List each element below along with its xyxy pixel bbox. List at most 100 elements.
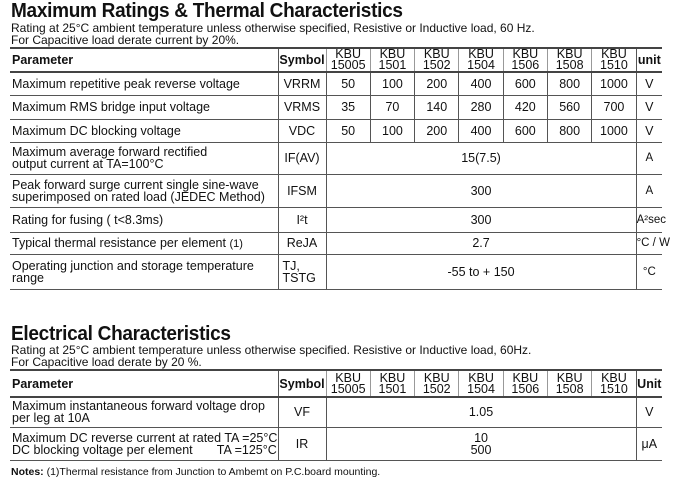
parameter-text: Peak forward surge current single sine-w… (12, 177, 259, 192)
value-cell: 100 (369, 72, 415, 96)
symbol-cell: I²t (277, 207, 326, 233)
header-model: KBU 15005 (325, 47, 371, 73)
unit-text: μA (641, 436, 658, 451)
value-text: 1.05 (468, 405, 494, 420)
unit-text: A (645, 184, 654, 197)
notes-text: (1)Thermal resistance from Junction to A… (43, 466, 381, 478)
electrical-table: Parameter Symbol KBU 15005 KBU 1501 KBU 1502 KBU… (10, 369, 663, 461)
value-text: 100 (382, 123, 403, 138)
model-prefix: KBU (601, 47, 627, 61)
value-cell: 800 (546, 119, 592, 143)
model-prefix: KBU (512, 370, 539, 385)
parameter-cell: Maximum DC reverse current at rated TA =… (10, 427, 278, 461)
table-row: Maximum DC blocking voltage VDC 50 100 200 40… (10, 119, 663, 143)
value-text: 800 (559, 76, 581, 91)
model-number: 1501 (378, 58, 407, 72)
value-text: 1000 (600, 123, 628, 138)
value-text: 100 (382, 76, 403, 91)
table-row: Operating junction and storage temperatu… (10, 254, 663, 290)
value-cell: 300 (325, 207, 637, 233)
header-model: KBU 1504 (458, 47, 504, 73)
electrical-subtitle-1: Rating at 25°C ambient temperature unles… (11, 343, 532, 357)
symbol-text: ReJA (286, 236, 318, 250)
value-text: 10 (474, 430, 488, 445)
unit-text: V (645, 100, 654, 114)
parameter-text-2: output current at TA=100°C (12, 157, 164, 171)
model-number: 1508 (555, 58, 584, 72)
symbol-text: IFSM (287, 183, 317, 198)
value-cell: 600 (502, 119, 548, 143)
model-number: 1508 (555, 381, 584, 396)
value-cell: 200 (414, 72, 459, 96)
model-number: 1502 (422, 58, 451, 72)
value-text: 420 (514, 100, 536, 114)
parameter-cell: Typical thermal resistance per element (… (10, 232, 278, 255)
value-text: 50 (341, 76, 356, 91)
value-cell: 280 (458, 95, 504, 120)
value-text: 700 (603, 100, 625, 114)
model-number: 1510 (600, 58, 628, 72)
symbol-text: VRMS (283, 100, 321, 114)
parameter-text-2: per leg at 10A (12, 411, 90, 426)
model-number: 1501 (378, 381, 407, 396)
header-parameter-cell: Parameter (10, 47, 278, 73)
parameter-text: Maximum instantaneous forward voltage dr… (12, 399, 265, 414)
value-text: 1000 (600, 76, 628, 91)
value-text: 600 (514, 76, 536, 91)
symbol-cell: IFSM (277, 174, 326, 208)
parameter-text: Maximum repetitive peak reverse voltage (12, 76, 240, 91)
max-ratings-subtitle-2: For Capacitive load derate current by 20… (11, 33, 240, 47)
value-cell: 50 (325, 119, 371, 143)
value-cell: 600 (502, 72, 548, 96)
unit-cell: °C (635, 254, 663, 290)
value-cell: 560 (546, 95, 592, 120)
value-text: 300 (470, 183, 492, 198)
header-symbol: Symbol (279, 53, 325, 67)
parameter-text: Typical thermal resistance per element (12, 235, 226, 250)
parameter-text: Maximum DC blocking voltage (12, 123, 181, 138)
symbol-cell: IR (277, 427, 326, 461)
parameter-text: Maximum DC reverse current at rated TA =… (12, 430, 278, 445)
unit-text: V (645, 76, 654, 91)
model-number: 1506 (511, 58, 540, 72)
header-model: KBU 1508 (546, 47, 592, 73)
model-prefix: KBU (468, 47, 494, 61)
value-text: 300 (470, 212, 492, 227)
model-number: 1504 (467, 58, 495, 72)
header-parameter-cell: Parameter (10, 369, 278, 398)
value-cell: 50 (325, 72, 371, 96)
parameter-cell: Maximum repetitive peak reverse voltage (10, 72, 278, 96)
value-cell: 200 (414, 119, 459, 143)
value-text: 400 (470, 76, 492, 91)
unit-text: A (645, 152, 654, 164)
symbol-text: IF(AV) (284, 151, 320, 165)
value-text: 600 (514, 123, 536, 138)
symbol-cell: VF (277, 397, 326, 428)
model-number: 15005 (330, 58, 366, 72)
header-model: KBU 1510 (591, 47, 637, 73)
value-cell: 700 (591, 95, 637, 120)
value-text: 280 (470, 100, 492, 114)
parameter-cell: Maximum instantaneous forward voltage dr… (10, 397, 278, 428)
value-cell: -55 to + 150 (325, 254, 637, 290)
value-text: -55 to + 150 (447, 264, 515, 279)
header-model: KBU 1504 (458, 369, 504, 398)
header-model: KBU 1502 (414, 369, 459, 398)
value-text: 400 (470, 123, 492, 138)
model-prefix: KBU (423, 47, 450, 61)
model-prefix: KBU (468, 370, 494, 385)
symbol-text: I²t (296, 212, 308, 227)
value-text: 800 (559, 123, 581, 138)
max-ratings-subtitle-1: Rating at 25°C ambient temperature unles… (11, 21, 535, 35)
value-text: 35 (341, 100, 356, 114)
unit-cell: V (635, 72, 663, 96)
header-parameter: Parameter (12, 53, 74, 67)
value-text: 70 (385, 100, 400, 114)
value-cell: 1.05 (325, 397, 637, 428)
model-prefix: KBU (335, 47, 361, 61)
table-row: Maximum average forward rectified output … (10, 142, 663, 175)
unit-text: °C (642, 265, 656, 278)
symbol-text: IR (295, 436, 309, 451)
table-row: Maximum repetitive peak reverse voltage V… (10, 72, 663, 96)
symbol-text: VRRM (283, 76, 321, 91)
